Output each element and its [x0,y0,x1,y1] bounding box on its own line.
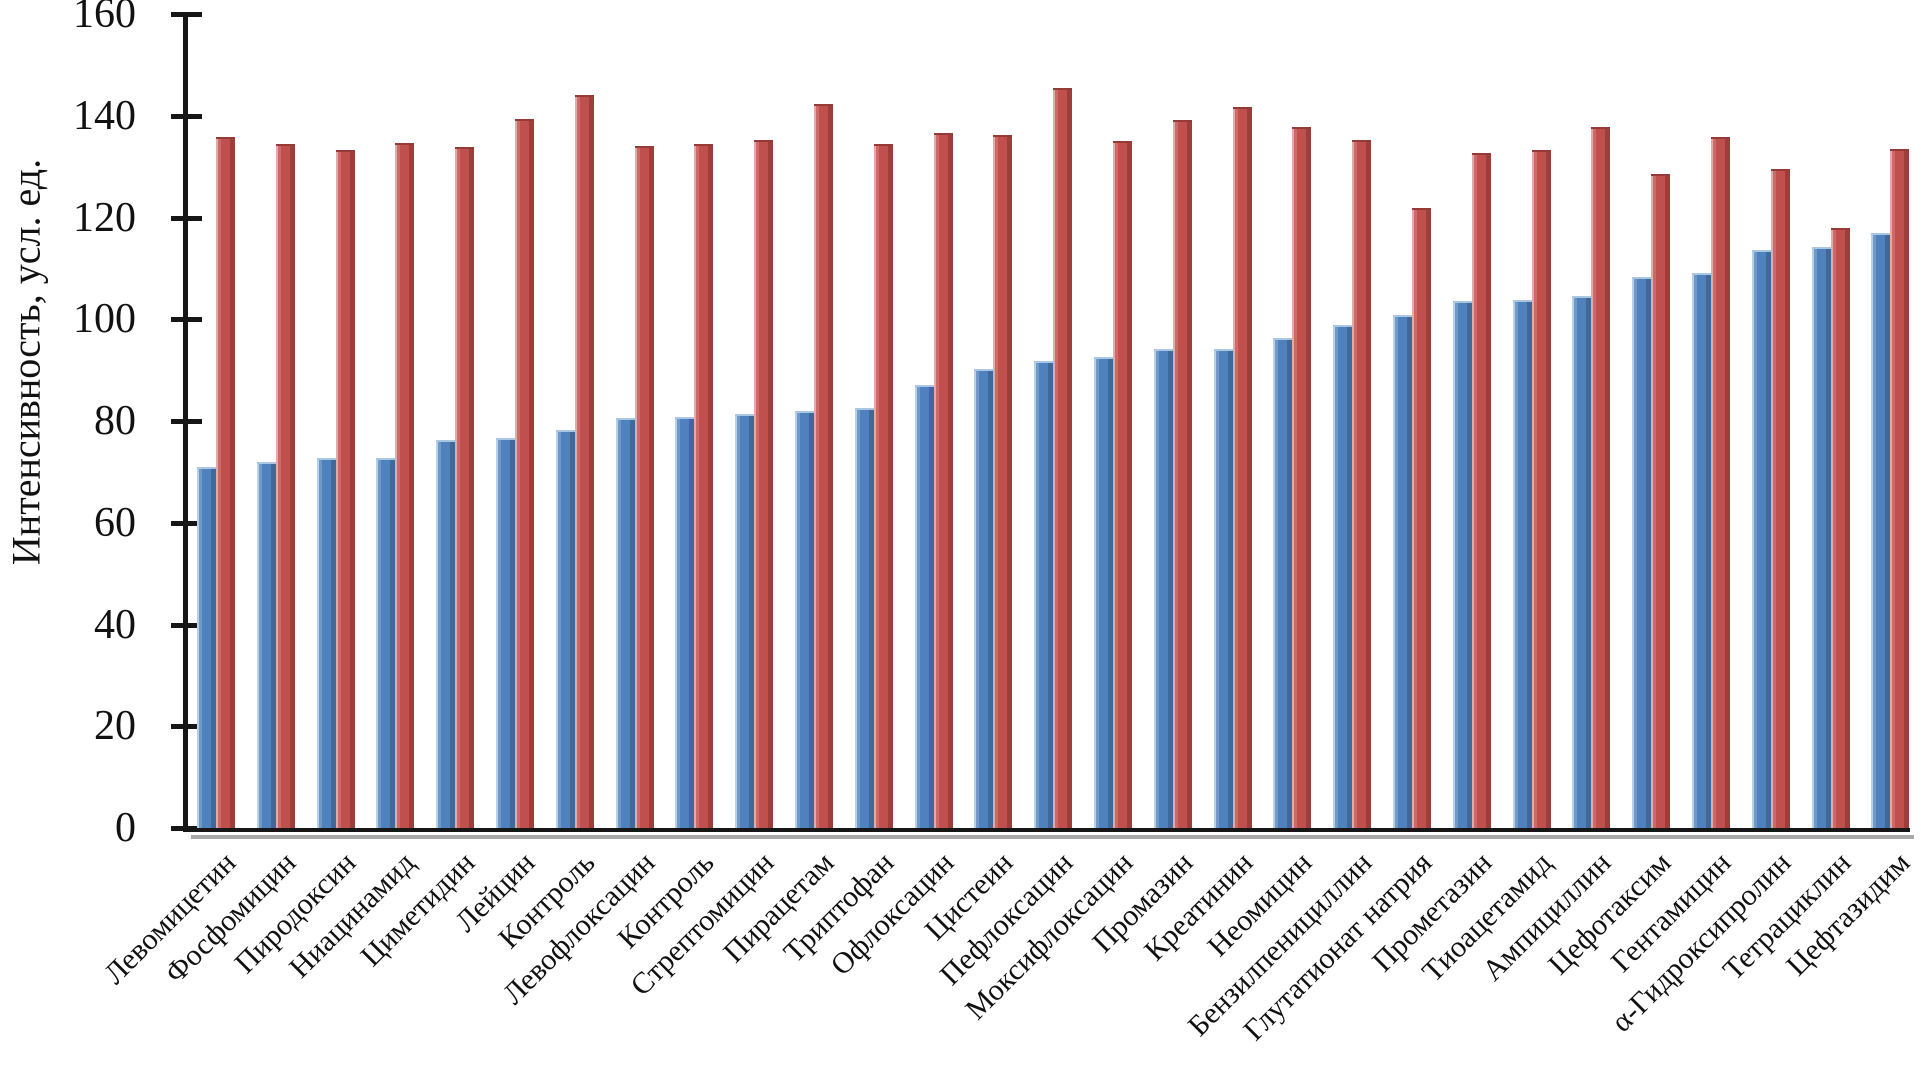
bar-blue [1393,315,1412,828]
bar-red [1651,173,1671,828]
bar-blue [436,440,456,828]
y-tick [171,622,202,628]
y-tick-label: 140 [73,92,136,139]
bar-blue [316,458,336,828]
bar-blue [1452,300,1472,828]
bar-red [634,145,654,828]
bar-blue [675,417,695,828]
y-tick-label: 60 [94,499,136,546]
bar-blue [197,466,216,828]
bar-red [275,143,295,828]
y-tick [171,113,202,119]
bar-red [335,150,355,828]
bar-blue [1572,296,1592,828]
bar-red [1890,148,1910,828]
bar-red [1770,169,1790,828]
bar-red [1711,136,1730,828]
y-tick-label: 0 [115,805,136,851]
bar-red [694,143,714,828]
y-tick-label: 80 [94,398,136,444]
bar-red [216,137,235,828]
y-tick [171,317,202,323]
bar-red [1053,87,1073,828]
y-tick [171,12,202,17]
bar-red [1531,149,1551,828]
x-axis-line [183,828,1910,832]
bar-blue [1751,250,1771,828]
bar-blue [854,407,874,828]
bar-red [933,133,953,828]
bar-blue [1333,325,1353,828]
y-tick [171,724,202,730]
bar-red [993,135,1013,828]
bar-blue [1094,357,1113,828]
bar-red [455,147,475,828]
bar-blue [496,438,515,828]
y-tick [171,419,202,424]
bar-blue [1273,337,1293,828]
x-axis-shadow [191,835,1914,839]
bar-blue [555,430,575,828]
bar-red [814,104,833,828]
bar-red [1113,141,1132,828]
bar-blue [1213,348,1233,828]
y-tick-label: 120 [73,194,136,241]
bar-red [873,143,893,828]
y-tick [171,520,202,526]
y-tick-label: 20 [94,703,136,750]
bar-red [1352,139,1372,828]
bar-red [754,139,774,828]
bar-blue [256,462,276,828]
bar-blue [1632,276,1652,828]
y-tick-label: 40 [94,601,136,648]
bar-red [1292,126,1312,828]
bar-blue [1034,361,1054,828]
bar-blue [376,458,396,828]
bar-red [395,143,415,828]
bar-red [1591,126,1611,828]
y-tick [171,215,202,221]
y-tick-label: 100 [73,296,136,343]
bar-red [1232,107,1252,828]
bar-blue [1512,300,1532,828]
bar-red [1830,228,1850,828]
bar-blue [1871,233,1891,828]
bar-blue [1692,273,1711,828]
bar-red [1412,207,1431,828]
bar-blue [1811,246,1831,828]
bar-red [1172,119,1192,828]
bar-blue [795,410,814,828]
bar-blue [1153,348,1173,828]
bar-red [574,95,594,828]
bar-blue [914,385,934,828]
bar-blue [735,413,755,828]
y-tick-label: 160 [73,0,136,37]
bar-blue [615,417,635,828]
bar-red [1471,153,1491,828]
bar-red [515,119,534,828]
bar-blue [974,368,994,828]
